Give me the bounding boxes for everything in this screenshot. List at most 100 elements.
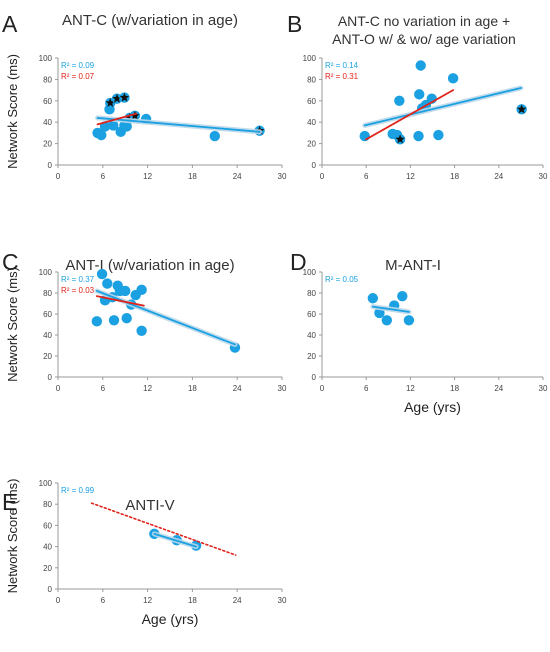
y-tick-label: 40: [43, 118, 52, 127]
x-tick-label: 18: [188, 596, 197, 605]
data-point: [209, 130, 220, 142]
x-tick-label: 18: [450, 172, 459, 181]
x-tick-label: 24: [494, 172, 503, 181]
x-tick-label: 0: [320, 172, 325, 181]
data-point: [136, 284, 147, 296]
panel-letter: E: [2, 489, 17, 515]
data-point: [413, 130, 424, 142]
data-point: [447, 73, 459, 84]
y-tick-label: 20: [43, 140, 52, 149]
x-tick-label: 12: [143, 596, 152, 605]
data-point: [397, 290, 408, 302]
data-point: [367, 293, 379, 304]
y-tick-label: 80: [43, 500, 52, 509]
x-axis-label: Age (yrs): [404, 399, 461, 415]
x-tick-label: 24: [233, 172, 242, 181]
data-point: [120, 285, 131, 297]
y-tick-label: 80: [43, 289, 52, 298]
data-point: [96, 129, 107, 141]
x-tick-label: 0: [56, 596, 61, 605]
y-axis-label: Network Score (ms): [5, 267, 20, 382]
panel-b: B ANT-C no variation in age + ANT-O w/ & w…: [287, 11, 548, 181]
x-tick-label: 0: [56, 172, 61, 181]
data-point: [96, 268, 108, 280]
x-tick-label: 30: [539, 384, 548, 393]
y-tick-label: 100: [39, 479, 53, 488]
y-tick-label: 60: [307, 310, 316, 319]
star-marker: [124, 112, 135, 122]
x-tick-label: 30: [278, 172, 287, 181]
x-tick-label: 24: [494, 384, 503, 393]
panel-c: C ANT-I (w/variation in age) 0 6 12 18 24 30 0 20…: [2, 249, 287, 393]
data-point: [121, 121, 132, 132]
r-squared-annotation: R² = 0.09: [61, 61, 95, 70]
y-tick-label: 20: [43, 564, 52, 573]
star-marker: [395, 134, 405, 144]
y-tick-label: 60: [43, 521, 52, 530]
star-marker: [105, 97, 116, 107]
chart-title: ANT-I (w/variation in age): [65, 257, 234, 274]
y-tick-label: 80: [307, 289, 316, 298]
panel-e: E ANTI-V 0 6 12 18 24 30 0 20 40 60 80 100 Network Sco…: [2, 479, 287, 627]
x-tick-label: 6: [364, 384, 369, 393]
x-axis-label: Age (yrs): [142, 611, 199, 627]
star-marker: [119, 92, 130, 102]
panel-letter: D: [290, 249, 307, 275]
y-tick-label: 0: [312, 161, 317, 170]
x-tick-label: 12: [406, 384, 415, 393]
data-point: [433, 129, 444, 141]
r-squared-annotation: R² = 0.31: [325, 72, 359, 81]
y-tick-label: 60: [43, 310, 52, 319]
x-tick-label: 12: [143, 384, 152, 393]
data-point: [415, 60, 426, 71]
data-point: [108, 315, 120, 326]
y-axis-label: Network Score (ms): [5, 54, 20, 169]
r-squared-annotation: R² = 0.05: [325, 275, 359, 284]
data-point: [108, 120, 119, 131]
x-tick-label: 0: [320, 384, 325, 393]
y-axis-label: Network Score (ms): [5, 479, 20, 594]
panel-letter: B: [287, 11, 302, 37]
x-tick-label: 6: [364, 172, 369, 181]
y-tick-label: 0: [48, 161, 53, 170]
x-tick-label: 24: [233, 384, 242, 393]
x-tick-label: 6: [101, 172, 106, 181]
x-tick-label: 18: [188, 384, 197, 393]
y-tick-label: 0: [48, 585, 53, 594]
panel-a: A ANT-C (w/variation in age) 0 6 12 18 24 30 0 20…: [2, 11, 287, 181]
x-tick-label: 18: [450, 384, 459, 393]
trendline: [363, 87, 522, 127]
data-point: [403, 315, 415, 326]
data-point: [91, 316, 103, 327]
r-squared-annotation: R² = 0.07: [61, 72, 95, 81]
y-tick-label: 80: [307, 75, 316, 84]
y-tick-label: 40: [307, 118, 316, 127]
trendline: [96, 112, 138, 126]
star-marker: [112, 93, 122, 103]
trendline: [95, 289, 236, 346]
data-point: [414, 89, 425, 100]
x-tick-label: 30: [539, 172, 548, 181]
y-tick-label: 20: [307, 352, 316, 361]
y-tick-label: 40: [43, 331, 52, 340]
trendline: [95, 295, 145, 307]
x-tick-label: 24: [233, 596, 242, 605]
r-squared-annotation: R² = 0.03: [61, 286, 95, 295]
trendline: [365, 89, 455, 141]
star-marker: [130, 110, 140, 120]
chart-title: ANT-C (w/variation in age): [62, 12, 238, 29]
panel-letter: C: [2, 249, 19, 275]
trendline-dashed: [90, 502, 237, 556]
data-point: [359, 130, 370, 142]
x-tick-label: 18: [188, 172, 197, 181]
y-tick-label: 100: [303, 54, 317, 63]
y-tick-label: 100: [39, 54, 53, 63]
data-point: [136, 325, 147, 336]
chart-title-line: ANT-C no variation in age +: [338, 13, 510, 29]
y-tick-label: 100: [303, 268, 317, 277]
y-tick-label: 60: [307, 97, 316, 106]
star-marker: [516, 104, 527, 114]
data-point: [394, 95, 405, 107]
r-squared-annotation: R² = 0.14: [325, 61, 359, 70]
y-tick-label: 100: [39, 268, 53, 277]
